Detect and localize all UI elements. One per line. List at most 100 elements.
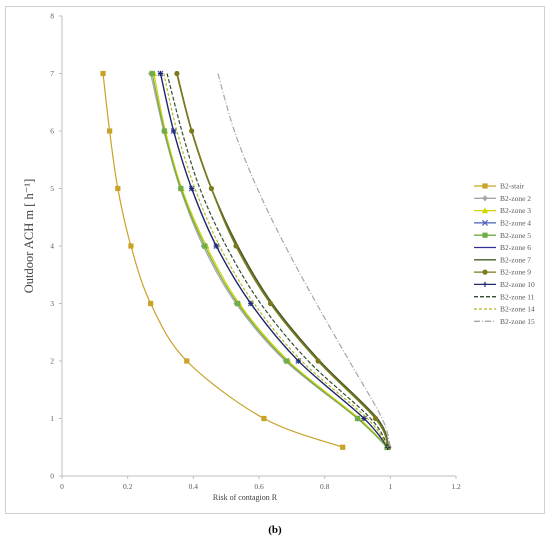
data-point <box>189 128 195 134</box>
legend-label: B2-zone 2 <box>500 194 531 203</box>
data-point <box>189 185 195 192</box>
y-tick-label: 7 <box>50 69 54 78</box>
legend-label: B2-zone 14 <box>500 305 535 314</box>
data-point <box>233 243 239 249</box>
legend-marker <box>482 269 488 275</box>
data-point <box>261 415 267 422</box>
legend-entry-b2-zone-6: B2-zone 6 <box>474 243 531 252</box>
series-b2-zone-10 <box>157 70 391 450</box>
legend-label: B2-zone 10 <box>500 280 535 289</box>
series-b2-zone-3 <box>150 70 391 450</box>
y-tick-label: 2 <box>50 357 54 366</box>
series-line-b2-zone-10 <box>159 73 389 448</box>
series-line-b2-zone-11 <box>166 73 389 448</box>
legend-marker <box>482 232 488 238</box>
series-line-b2-zone-6 <box>159 73 389 448</box>
series-line-b2-zone-3 <box>153 73 388 448</box>
series-line-b2-zone-4 <box>159 73 389 448</box>
y-tick-label: 5 <box>50 184 54 193</box>
legend-entry-b2-zone-9: B2-zone 9 <box>474 268 531 277</box>
chart-frame <box>5 6 545 514</box>
y-tick-label: 0 <box>50 472 54 481</box>
data-point <box>295 358 301 364</box>
data-point <box>100 70 106 77</box>
legend-entry-b2-zone-10: B2-zone 10 <box>474 280 535 289</box>
data-point <box>115 185 121 192</box>
series-b2-zone-7 <box>176 73 390 448</box>
data-point <box>315 358 321 364</box>
legend-entry-b2-zone-5: B2-zone 5 <box>474 231 531 240</box>
series-b2-zone-5 <box>149 70 390 450</box>
data-point <box>248 300 254 307</box>
legend-label: B2-zone 15 <box>500 317 535 326</box>
legend-marker <box>482 281 488 287</box>
data-point <box>178 185 184 192</box>
series-b2-zone-6 <box>159 73 389 448</box>
legend-entry-b2-zone-14: B2-zone 14 <box>474 305 535 314</box>
data-point <box>208 185 214 192</box>
series-line-b2-zone-5 <box>151 73 388 448</box>
legend-entry-b2-zone-4: B2-zone 4 <box>474 219 531 228</box>
series-b2-zone-4 <box>157 70 391 451</box>
data-point <box>202 243 208 249</box>
legend: B2-stair B2-zone 2 B2-zone 3 B2-zone 4 B2-zo… <box>474 182 535 326</box>
data-point <box>340 444 346 450</box>
data-point <box>174 70 180 77</box>
series-b2-zone-14 <box>163 73 389 448</box>
legend-label: B2-zone 5 <box>500 231 531 240</box>
y-tick-label: 3 <box>50 299 54 308</box>
data-point <box>149 70 155 77</box>
data-point <box>157 70 164 77</box>
legend-label: B2-stair <box>500 182 525 191</box>
legend-entry-b2-zone-3: B2-zone 3 <box>474 206 531 215</box>
x-tick-label: 0 <box>60 482 64 491</box>
series-b2-zone-11 <box>166 73 389 448</box>
legend-label: B2-zone 4 <box>500 219 531 228</box>
x-tick-label: 0.8 <box>320 482 330 491</box>
x-tick-label: 1 <box>388 482 392 491</box>
series-line-b2-zone-7 <box>176 73 390 448</box>
legend-entry-b2-zone-2: B2-zone 2 <box>474 194 531 203</box>
chart: 0 0.2 0.4 0.6 0.8 1 1.2 0 1 2 3 4 5 6 7 8 B2-stair B2-zo… <box>22 12 535 503</box>
x-tick-label: 0.6 <box>254 482 264 491</box>
x-tick-label: 0.2 <box>123 482 133 491</box>
figure-caption: (b) <box>268 524 282 536</box>
data-point <box>235 300 241 307</box>
data-point <box>171 128 177 134</box>
data-point <box>267 300 274 307</box>
y-tick-label: 1 <box>50 414 54 423</box>
series-layer <box>100 70 392 451</box>
data-point <box>148 300 154 307</box>
data-point <box>372 415 379 422</box>
legend-marker <box>482 195 488 202</box>
data-point <box>354 415 361 422</box>
legend-marker <box>482 207 488 214</box>
legend-label: B2-zone 3 <box>500 206 531 215</box>
legend-label: B2-zone 9 <box>500 268 531 277</box>
series-b2-zone-15 <box>217 73 391 448</box>
series-b2-stair <box>100 70 346 450</box>
x-axis-label: Risk of contagion R <box>213 493 278 502</box>
data-point <box>128 243 134 249</box>
series-line-b2-zone-14 <box>163 73 389 448</box>
y-tick-label: 6 <box>50 127 54 136</box>
y-tick-label: 4 <box>50 242 54 251</box>
x-tick-label: 0.4 <box>189 482 199 491</box>
legend-entry-b2-zone-15: B2-zone 15 <box>474 317 535 326</box>
series-line-b2-stair <box>102 73 343 448</box>
series-line-b2-zone-2 <box>150 73 388 448</box>
legend-entry-b2-zone-7: B2-zone 7 <box>474 255 531 264</box>
series-line-b2-zone-15 <box>217 73 391 448</box>
axes: 0 0.2 0.4 0.6 0.8 1 1.2 0 1 2 3 4 5 6 7 8 <box>50 12 461 492</box>
data-point <box>161 128 168 134</box>
y-tick-label: 8 <box>50 12 54 21</box>
legend-entry-b2-zone-11: B2-zone 11 <box>474 292 535 301</box>
x-tick-label: 1.2 <box>451 482 461 491</box>
data-point <box>213 243 219 249</box>
legend-marker <box>481 219 489 226</box>
legend-label: B2-zone 7 <box>500 255 531 264</box>
legend-marker <box>482 183 488 189</box>
legend-label: B2-zone 11 <box>500 292 535 301</box>
series-line-b2-zone-9 <box>176 73 390 448</box>
legend-entry-b2-stair: B2-stair <box>474 182 525 191</box>
